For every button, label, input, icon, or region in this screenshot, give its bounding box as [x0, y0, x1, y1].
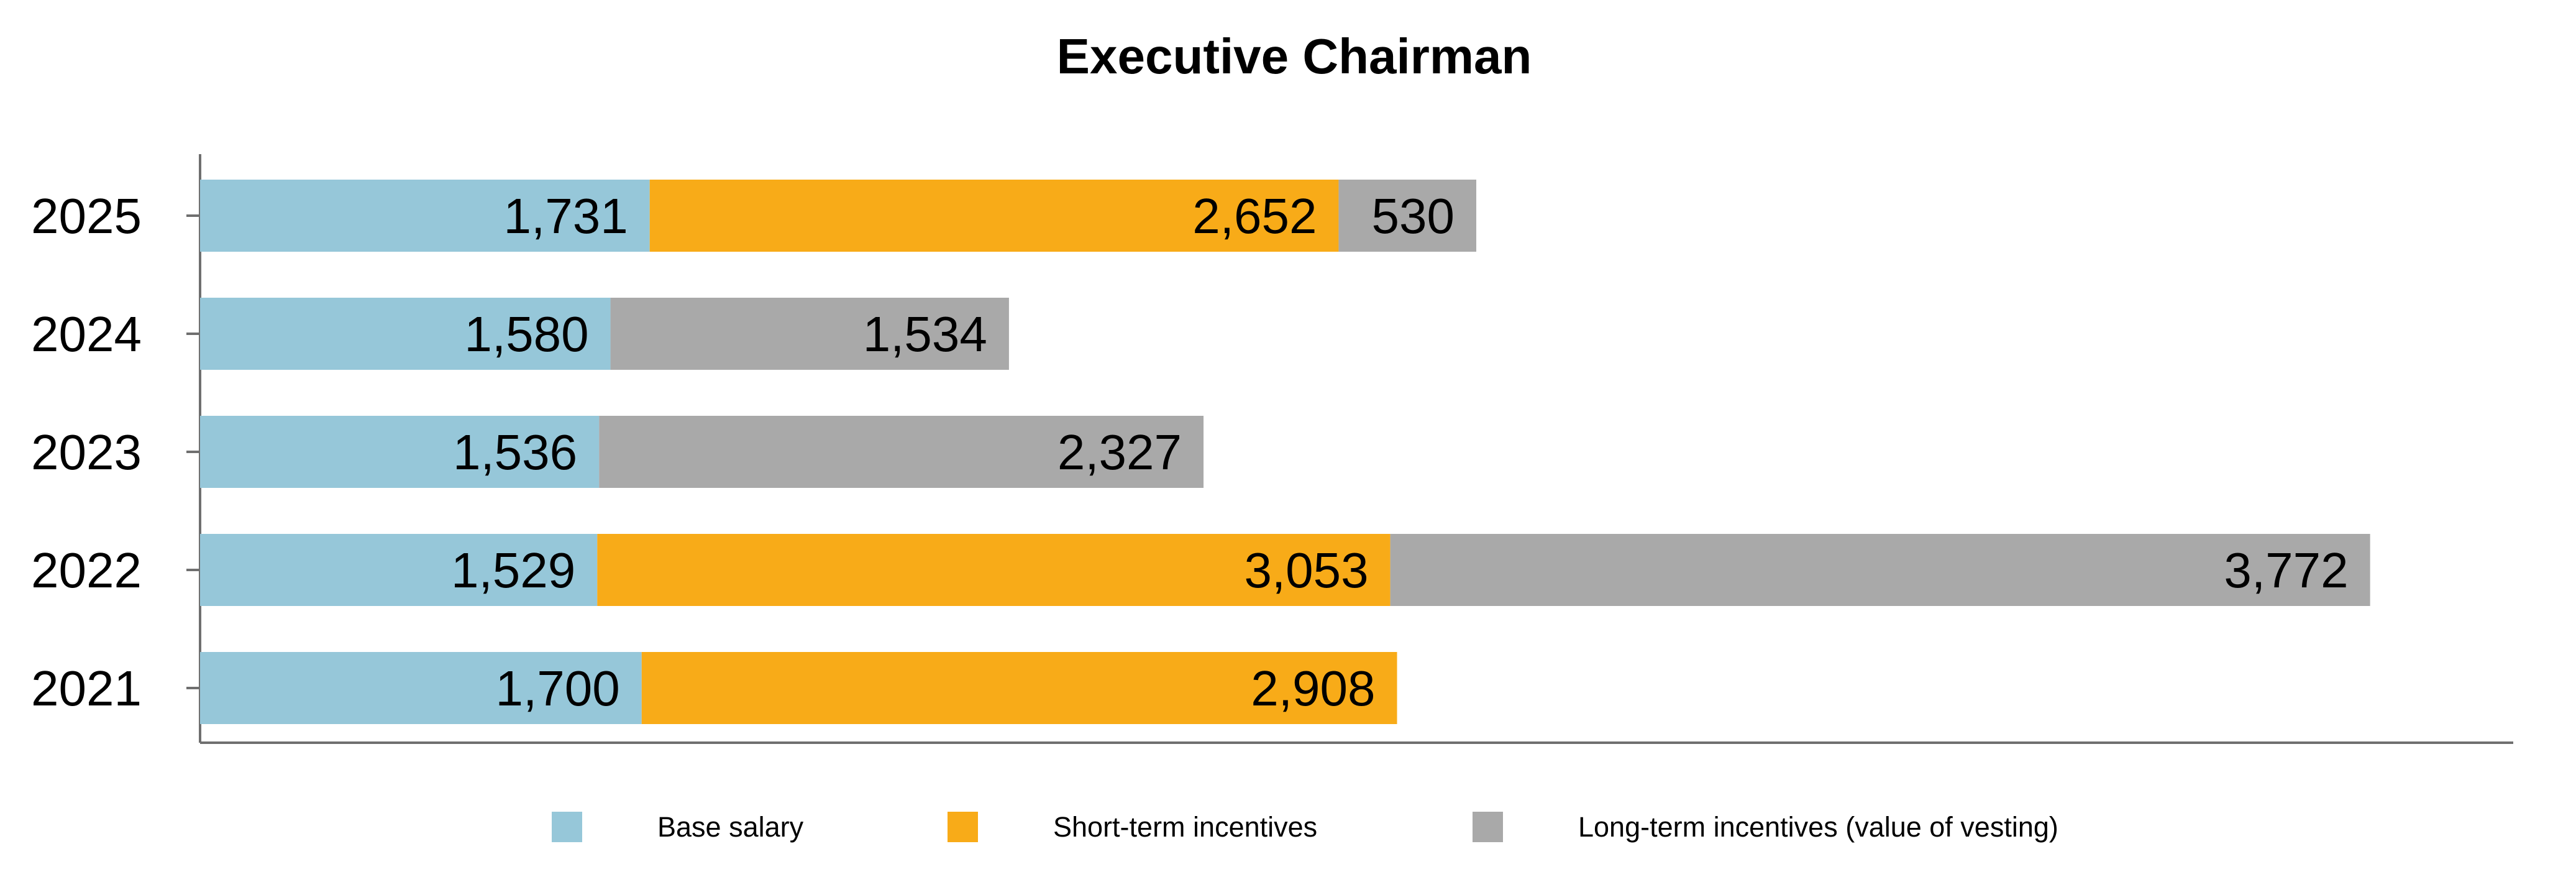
bar-segment: [1390, 534, 2370, 606]
chart-title: Executive Chairman: [1057, 29, 1532, 84]
data-label: 2,327: [1057, 425, 1182, 480]
data-label: 2,908: [1251, 661, 1375, 716]
bar-segment: [641, 652, 1397, 724]
bar-segment: [200, 534, 598, 606]
y-tick-label: 2023: [31, 425, 142, 480]
data-label: 3,772: [2224, 543, 2348, 598]
y-tick-label: 2025: [31, 188, 142, 244]
legend-label: Short-term incentives: [1053, 811, 1317, 843]
legend-swatch: [552, 812, 582, 842]
legend-swatch: [948, 812, 978, 842]
bar-segment: [1338, 180, 1477, 252]
data-label: 530: [1372, 188, 1455, 244]
data-label: 1,731: [503, 188, 628, 244]
axes: 2025 2024 2023 2022 2021: [31, 154, 2513, 744]
bar-segment: [200, 180, 650, 252]
y-tick-label: 2021: [31, 661, 142, 716]
data-label: 1,580: [464, 306, 588, 362]
data-label: 1,529: [451, 543, 575, 598]
legend-swatch: [1473, 812, 1503, 842]
bar-segment: [649, 180, 1339, 252]
bar-segment: [200, 298, 611, 370]
data-labels: 1,731 2,652 530 1,580 1,534 1,536 2,327 1,529 3,…: [451, 188, 2349, 716]
data-label: 1,534: [863, 306, 987, 362]
y-tick-label: 2024: [31, 306, 142, 362]
bar-segment: [599, 416, 1204, 488]
data-label: 3,053: [1244, 543, 1368, 598]
legend-label: Base salary: [657, 811, 804, 843]
bar-segment: [200, 652, 642, 724]
data-label: 2,652: [1192, 188, 1317, 244]
data-label: 1,536: [453, 425, 577, 480]
bar-segment: [597, 534, 1391, 606]
bars: [200, 180, 2370, 724]
legend-label: Long-term incentives (value of vesting): [1578, 811, 2058, 843]
bar-segment: [610, 298, 1009, 370]
y-tick-label: 2022: [31, 543, 142, 598]
legend: Base salary Short-term incentives Long-ter…: [552, 811, 2058, 843]
data-label: 1,700: [496, 661, 620, 716]
bar-segment: [200, 416, 600, 488]
